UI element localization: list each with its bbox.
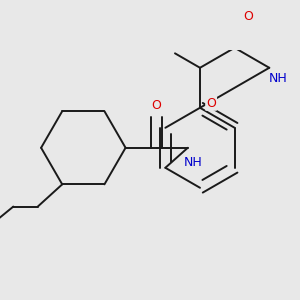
Text: NH: NH xyxy=(269,72,287,86)
Text: O: O xyxy=(206,97,216,110)
Text: O: O xyxy=(243,10,253,23)
Text: O: O xyxy=(152,99,162,112)
Text: NH: NH xyxy=(184,156,203,169)
